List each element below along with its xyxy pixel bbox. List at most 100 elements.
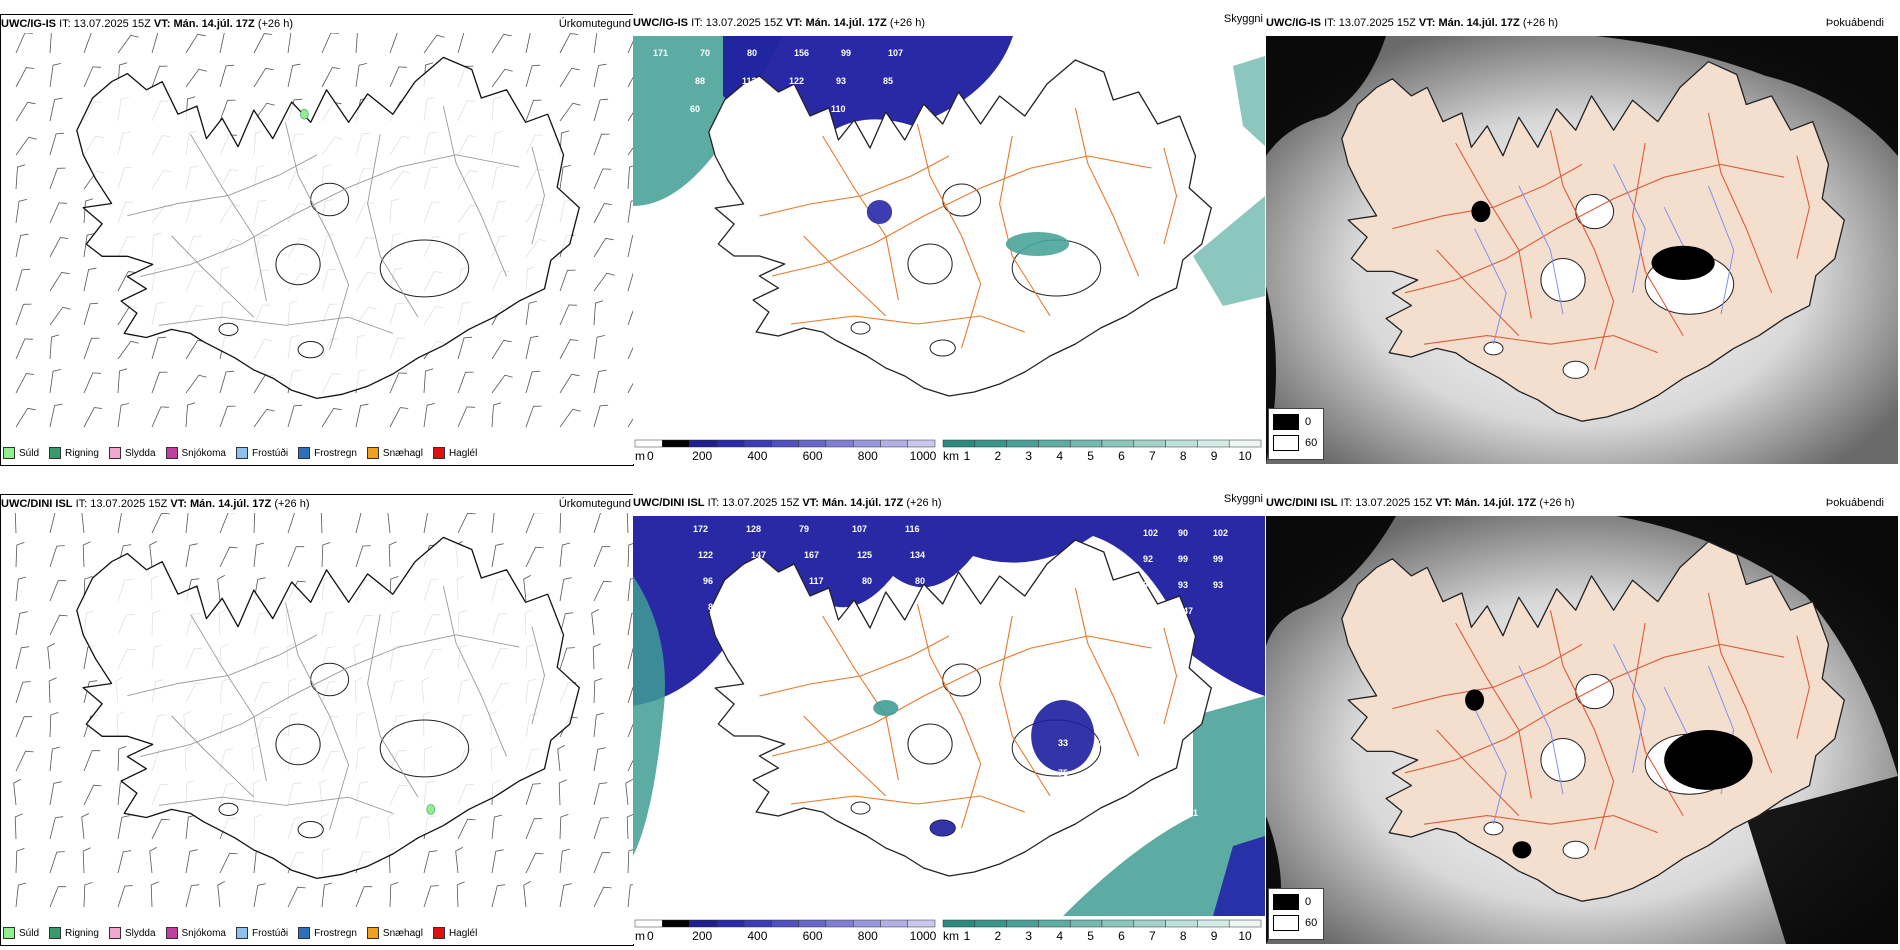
legend-label: Slydda <box>124 927 156 939</box>
wind-barb <box>151 336 167 360</box>
cloud-base-tick: 400 <box>747 929 767 943</box>
wind-barb <box>13 779 21 806</box>
river-line <box>1613 644 1646 773</box>
visibility-swatch <box>1038 919 1071 928</box>
visibility-swatch <box>942 919 976 928</box>
cloud-base-tick: 800 <box>858 929 878 943</box>
cloud-base-label: 88 <box>695 76 705 86</box>
glacier-outline <box>1562 840 1589 859</box>
visibility-tick: 8 <box>1180 449 1187 463</box>
road-line <box>759 155 950 217</box>
wind-barb <box>525 546 544 568</box>
wind-barb <box>117 513 122 534</box>
glacier-outline <box>1562 360 1589 379</box>
wind-barb <box>253 408 275 428</box>
precip-map-canvas <box>15 33 633 428</box>
cloud-base-label: 80 <box>915 576 925 586</box>
cloud-base-label: 107 <box>852 524 867 534</box>
wind-barb <box>219 99 236 122</box>
wind-barb <box>525 852 544 874</box>
wind-barb <box>117 746 127 772</box>
inland-fog-area <box>1664 730 1753 790</box>
wind-barb <box>491 543 504 568</box>
legend-item: Snjókoma <box>165 927 226 939</box>
wind-barb <box>185 339 206 360</box>
precip-type-legend: Súld Rigning Slydda Snjókoma Frostúði Frostre… <box>3 443 477 463</box>
cloud-base-label: 125 <box>857 550 872 560</box>
wind-barb <box>49 369 61 394</box>
visibility-swatch <box>942 439 976 448</box>
inland-cloud-area <box>1031 700 1095 772</box>
wind-barb <box>593 272 615 292</box>
wind-barb <box>593 168 611 190</box>
cloud-base-label: 80 <box>862 576 872 586</box>
precip-map <box>1 33 633 439</box>
panel-title: Þokuábendi <box>1825 17 1884 29</box>
road-line <box>822 615 899 781</box>
visibility-tick: 1 <box>964 449 971 463</box>
low-visibility-area <box>1193 196 1265 306</box>
wind-barb <box>219 852 238 874</box>
road-line <box>1455 622 1532 799</box>
visibility-swatch <box>1069 439 1103 448</box>
wind-barb <box>49 33 52 54</box>
wind-barb <box>287 404 303 428</box>
river-line <box>1474 228 1507 345</box>
cloud-base-unit: m <box>635 929 645 943</box>
wind-barb <box>49 614 68 636</box>
cloud-base-swatch <box>771 919 799 928</box>
low-visibility-area <box>633 576 665 856</box>
wind-barb <box>219 513 237 534</box>
low-visibility-area <box>1233 56 1265 146</box>
visibility-swatch <box>1228 919 1262 928</box>
wind-barb <box>593 852 611 874</box>
legend-swatch <box>108 927 121 939</box>
visibility-unit: km <box>943 449 959 463</box>
model-name: UWC/DINI ISL <box>1266 497 1338 509</box>
cloud-base-label: 99 <box>1213 554 1223 564</box>
glacier-outline <box>1540 258 1586 302</box>
legend-swatch <box>298 447 311 459</box>
cloud-base-label: 134 <box>910 550 925 560</box>
road-line <box>171 235 255 318</box>
road-line <box>790 795 1025 813</box>
wind-barb <box>626 814 633 840</box>
cloud-base-label: 93 <box>836 76 846 86</box>
wind-barb <box>627 418 633 428</box>
fog-legend-item: 60 <box>1273 435 1319 451</box>
wind-barb <box>49 513 56 534</box>
panel-title: Skyggni <box>1223 14 1263 25</box>
legend-label: Snæhagl <box>382 927 423 939</box>
visibility-tick: 2 <box>995 929 1002 943</box>
wind-barb <box>627 647 633 670</box>
cloud-base-tick: 600 <box>803 449 823 463</box>
wind-barb <box>287 513 295 534</box>
road-line <box>284 122 350 350</box>
road-line <box>1074 587 1140 757</box>
legend-swatch <box>165 927 178 939</box>
road-line <box>139 154 520 278</box>
road-line <box>916 603 982 829</box>
wind-barb <box>117 403 129 428</box>
cloud-base-swatch <box>880 919 908 928</box>
wind-barb <box>82 847 91 874</box>
road-line <box>771 155 1152 277</box>
wind-barb <box>287 546 305 568</box>
visibility-tick: 6 <box>1118 929 1125 943</box>
road-line <box>442 106 508 277</box>
wind-barb <box>15 681 31 704</box>
wind-barb <box>287 886 306 908</box>
cloud-base-label: 79 <box>799 524 809 534</box>
wind-barb <box>49 886 67 908</box>
wind-barb <box>627 346 633 360</box>
cloud-base-label: 79 <box>1098 738 1108 748</box>
wind-barb <box>83 267 97 292</box>
fog-legend-swatch <box>1273 894 1299 910</box>
panel-title: Úrkomutegund <box>558 18 631 30</box>
wind-barb <box>83 784 102 806</box>
legend-item: Frostregn <box>298 927 357 939</box>
wind-barb <box>593 335 605 360</box>
glacier-outline <box>297 341 324 359</box>
cloud-base-swatch <box>689 439 718 448</box>
road-line <box>367 134 419 318</box>
